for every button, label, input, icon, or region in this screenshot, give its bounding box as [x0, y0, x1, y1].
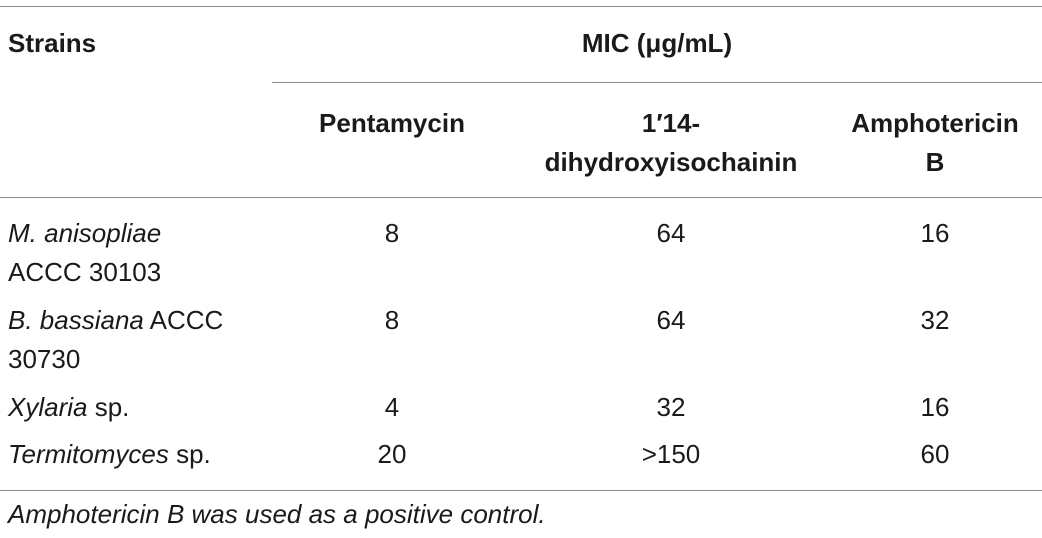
table-cell-value: 4 — [384, 392, 400, 422]
strain-suffix: sp. — [87, 392, 130, 422]
bottom-rule — [0, 490, 1042, 491]
strain-species: Xylaria — [8, 392, 88, 422]
header-col-label-line1: 1′14- — [641, 108, 701, 138]
header-bottom-rule — [0, 197, 1042, 198]
table-row-strain: Xylaria sp. — [8, 388, 129, 427]
table-cell-value: 8 — [384, 218, 400, 248]
strain-line2: 30730 — [8, 344, 81, 374]
header-col-label: Pentamycin — [319, 108, 465, 138]
table-footnote: Amphotericin B was used as a positive co… — [8, 499, 546, 529]
header-mic-group: MIC (μg/mL) — [581, 28, 733, 58]
header-strains: Strains — [8, 28, 97, 58]
mic-group-rule — [272, 82, 1042, 83]
top-rule — [0, 6, 1042, 7]
header-col-pentamycin: Pentamycin — [272, 104, 512, 143]
strain-suffix: ACCC — [143, 305, 224, 335]
table-cell-value: 32 — [920, 305, 950, 335]
header-col-amphotericin: Amphotericin B — [828, 104, 1042, 182]
strain-species: Termitomyces — [8, 439, 169, 469]
strain-suffix: sp. — [168, 439, 211, 469]
header-col-dihydroxyisochainin: 1′14- dihydroxyisochainin — [516, 104, 826, 182]
table-cell-value: 64 — [656, 218, 686, 248]
table-cell-value: 16 — [920, 392, 950, 422]
table-cell-value: 60 — [920, 439, 950, 469]
table-cell-value: 64 — [656, 305, 686, 335]
header-col-label-line2: dihydroxyisochainin — [544, 147, 798, 177]
table-row-strain: B. bassiana ACCC 30730 — [8, 301, 223, 379]
header-col-label-line2: B — [925, 147, 945, 177]
strain-line2: ACCC 30103 — [8, 257, 162, 287]
strain-species: M. anisopliae — [8, 218, 162, 248]
table-row-strain: M. anisopliae ACCC 30103 — [8, 214, 161, 292]
table-cell-value: 20 — [377, 439, 407, 469]
strain-species: B. bassiana — [8, 305, 144, 335]
header-col-label-line1: Amphotericin — [851, 108, 1019, 138]
table-row-strain: Termitomyces sp. — [8, 435, 211, 474]
table-cell-value: 32 — [656, 392, 686, 422]
table-cell-value: >150 — [641, 439, 701, 469]
table-cell-value: 8 — [384, 305, 400, 335]
table-cell-value: 16 — [920, 218, 950, 248]
